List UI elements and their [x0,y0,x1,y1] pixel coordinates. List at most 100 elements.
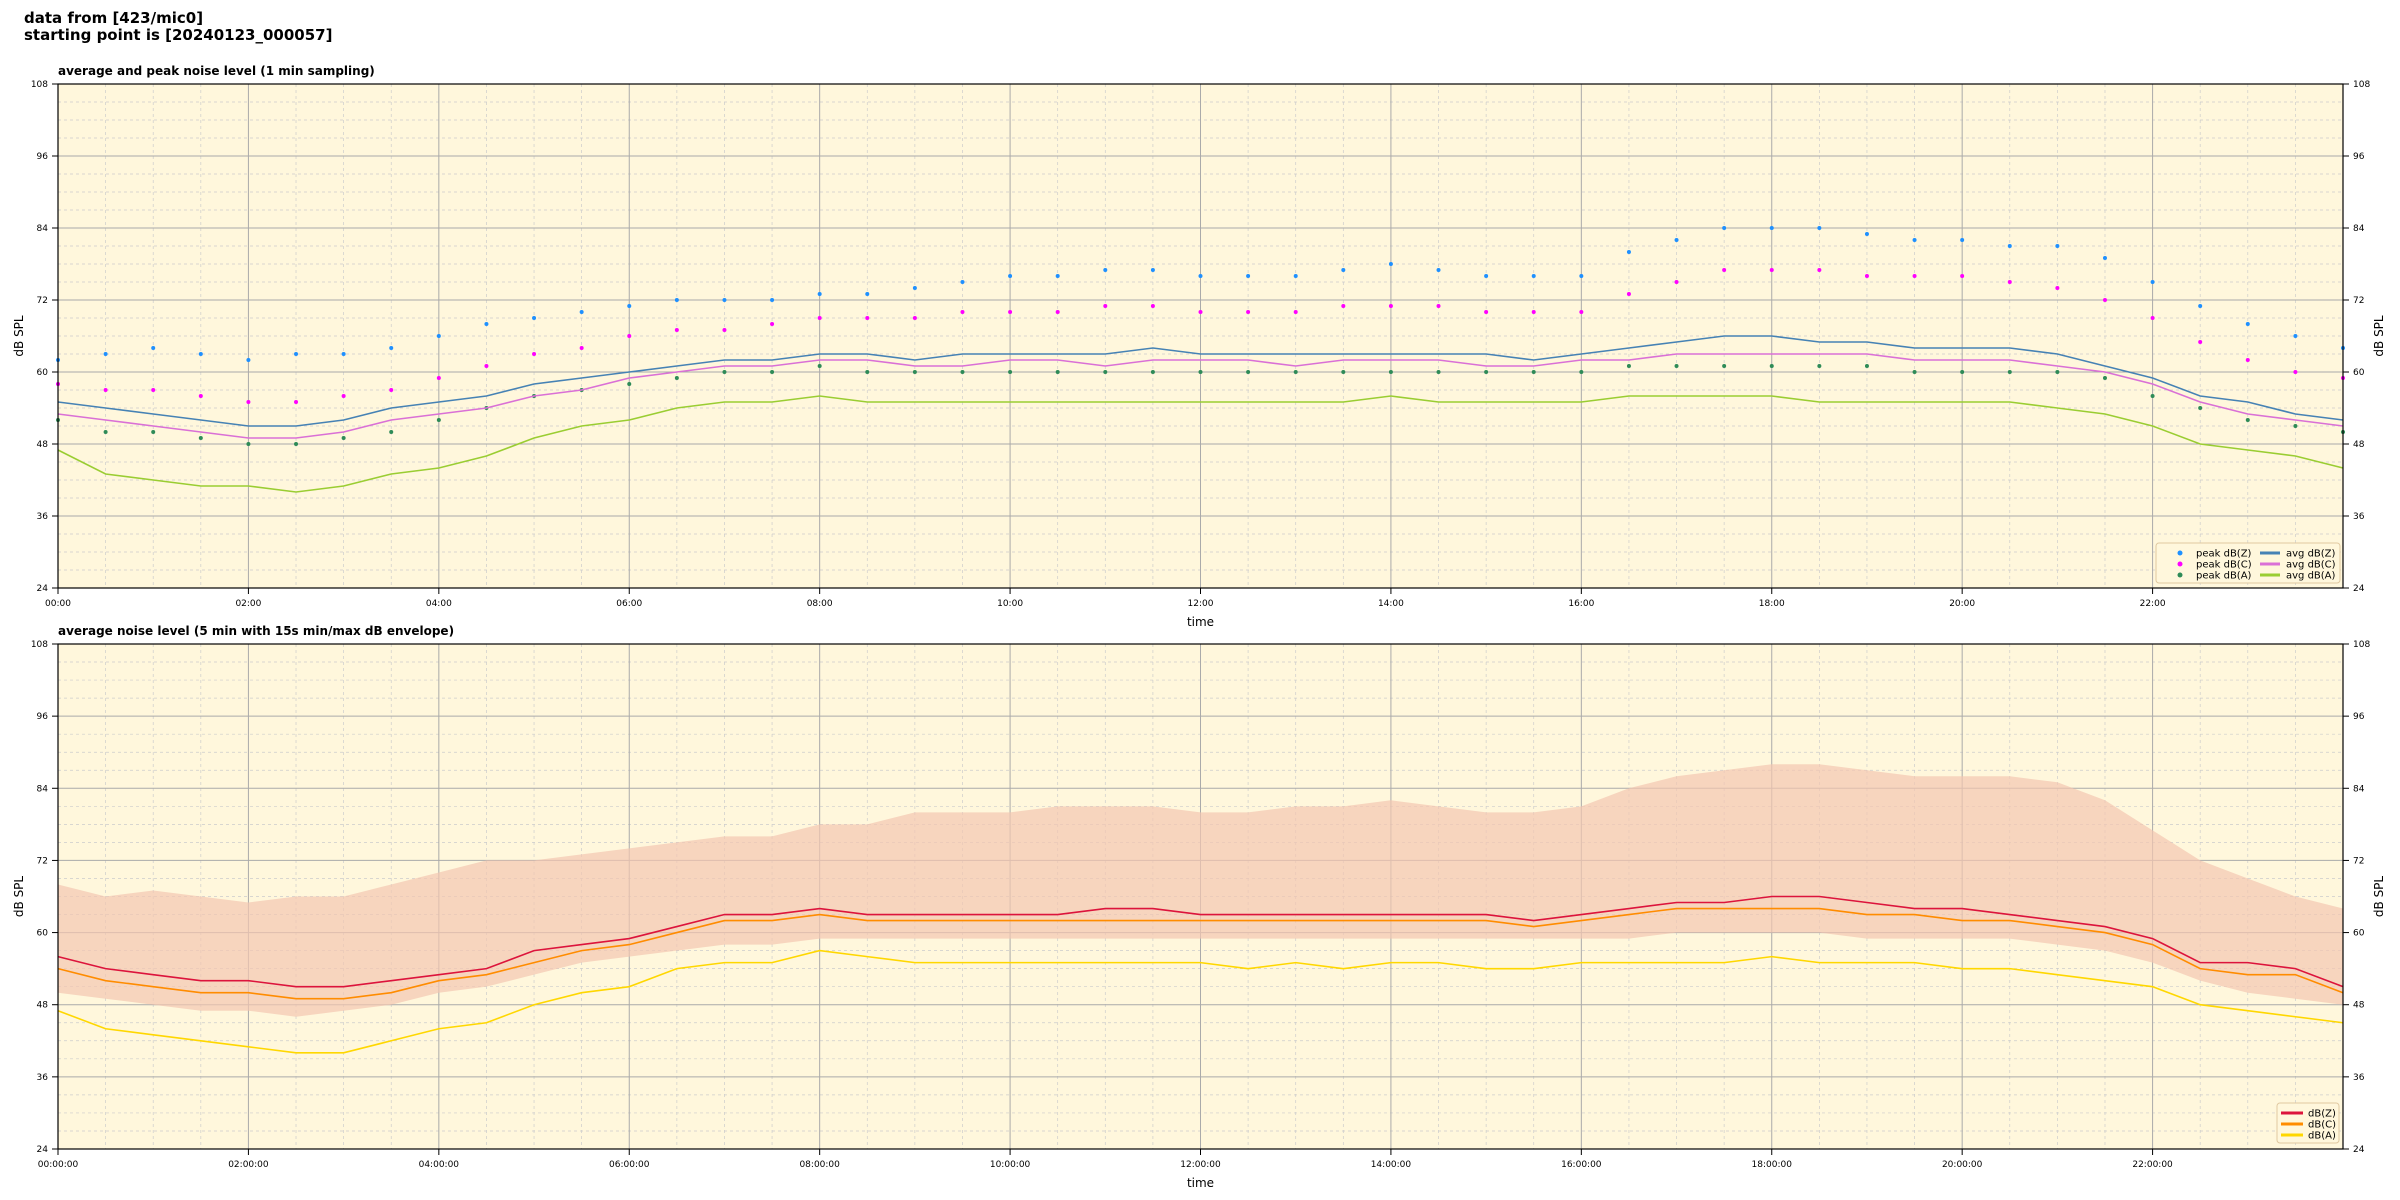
x-tick-label: 16:00:00 [1561,1160,1602,1170]
peak-point [2245,358,2250,362]
x-tick-label: 18:00:00 [1752,1160,1793,1170]
legend: dB(Z)dB(C)dB(A) [2276,1102,2340,1144]
peak-point [1246,274,1251,278]
y-tick-label: 96 [37,152,49,162]
y-axis-label-right: dB SPL [2372,876,2386,918]
x-tick-label: 08:00:00 [799,1160,840,1170]
peak-point [722,370,727,374]
peak-point [2198,340,2203,344]
legend-label: peak dB(Z) [2196,549,2252,560]
y-tick-label-right: 24 [2353,1145,2365,1155]
y-tick-label: 84 [37,784,49,794]
data-source-title: data from [423/mic0] [24,9,204,27]
peak-point [294,352,299,356]
y-axis-label: dB SPL [12,876,26,918]
min-max-envelope [58,764,2343,1017]
peak-point [960,370,965,374]
peak-point [579,310,584,314]
peak-point [960,310,965,314]
y-tick-label: 36 [37,1073,49,1083]
y-tick-label: 36 [37,512,49,522]
peak-point [1198,310,1203,314]
peak-point [2007,244,2012,248]
peak-point [1769,268,1774,272]
y-tick-label-right: 48 [2353,1001,2365,1011]
peak-point [2293,424,2298,428]
x-tick-label: 10:00 [997,599,1023,609]
peak-point [1293,310,1298,314]
peak-point [1436,370,1441,374]
peak-point [2293,370,2298,374]
peak-point [912,370,917,374]
y-tick-label: 60 [37,929,49,939]
legend: peak dB(Z)peak dB(C)peak dB(A)avg dB(Z)a… [2155,542,2341,584]
peak-point [341,436,346,440]
peak-point [2198,406,2203,410]
peak-point [1436,268,1441,272]
y-tick-label-right: 60 [2353,368,2365,378]
peak-point [436,376,441,380]
peak-point [1864,232,1869,236]
peak-point [2293,334,2298,338]
peak-point [2055,370,2060,374]
x-tick-label: 16:00 [1568,599,1594,609]
peak-point [198,436,203,440]
peak-point [770,298,775,302]
peak-point [389,388,394,392]
y-tick-label-right: 36 [2353,1073,2365,1083]
peak-point [1198,370,1203,374]
peak-point [1722,364,1727,368]
peak-point [1293,274,1298,278]
peak-point [1150,370,1155,374]
x-tick-label: 20:00:00 [1942,1160,1983,1170]
peak-point [1817,226,1822,230]
y-tick-label-right: 72 [2353,856,2364,866]
legend-label: avg dB(Z) [2286,549,2336,560]
peak-point [484,364,489,368]
peak-point [1960,274,1965,278]
plot-frame [57,83,2344,589]
x-tick-label: 22:00:00 [2132,1160,2173,1170]
peak-point [1912,274,1917,278]
peak-point [674,376,679,380]
legend-box [2155,542,2341,584]
peak-point [2055,244,2060,248]
peak-point [1484,310,1489,314]
peak-point [1008,274,1013,278]
peak-point [2055,286,2060,290]
plot-frame [57,643,2344,1150]
legend-marker [2177,561,2183,567]
peak-point [246,442,251,446]
peak-point [817,316,822,320]
peak-point [198,394,203,398]
x-tick-label: 04:00:00 [419,1160,460,1170]
x-tick-label: 06:00:00 [609,1160,650,1170]
y-axis-label-right: dB SPL [2372,315,2386,357]
peak-point [151,388,156,392]
x-tick-label: 12:00 [1188,599,1214,609]
y-tick-label: 108 [31,640,48,650]
peak-point [1864,364,1869,368]
y-tick-label: 72 [37,856,48,866]
peak-point [246,400,251,404]
peak-point [770,370,775,374]
chart-1: 24 24 36 36 48 48 60 60 72 72 84 84 96 96 108 108 00:00 0… [12,64,2386,629]
y-tick-label-right: 48 [2353,440,2365,450]
x-tick-label: 20:00 [1949,599,1975,609]
y-tick-label: 48 [37,1001,49,1011]
legend-label: avg dB(C) [2286,560,2336,571]
legend-label: dB(C) [2308,1120,2336,1131]
legend-label: dB(Z) [2308,1109,2336,1120]
y-tick-label-right: 96 [2353,152,2365,162]
peak-point [1293,370,1298,374]
peak-point [1722,226,1727,230]
x-tick-label: 14:00:00 [1371,1160,1412,1170]
x-tick-label: 06:00 [616,599,642,609]
x-tick-label: 02:00:00 [228,1160,269,1170]
peak-point [198,352,203,356]
peak-point [817,364,822,368]
peak-point [1055,370,1060,374]
peak-point [579,346,584,350]
legend-label: avg dB(A) [2286,571,2336,582]
